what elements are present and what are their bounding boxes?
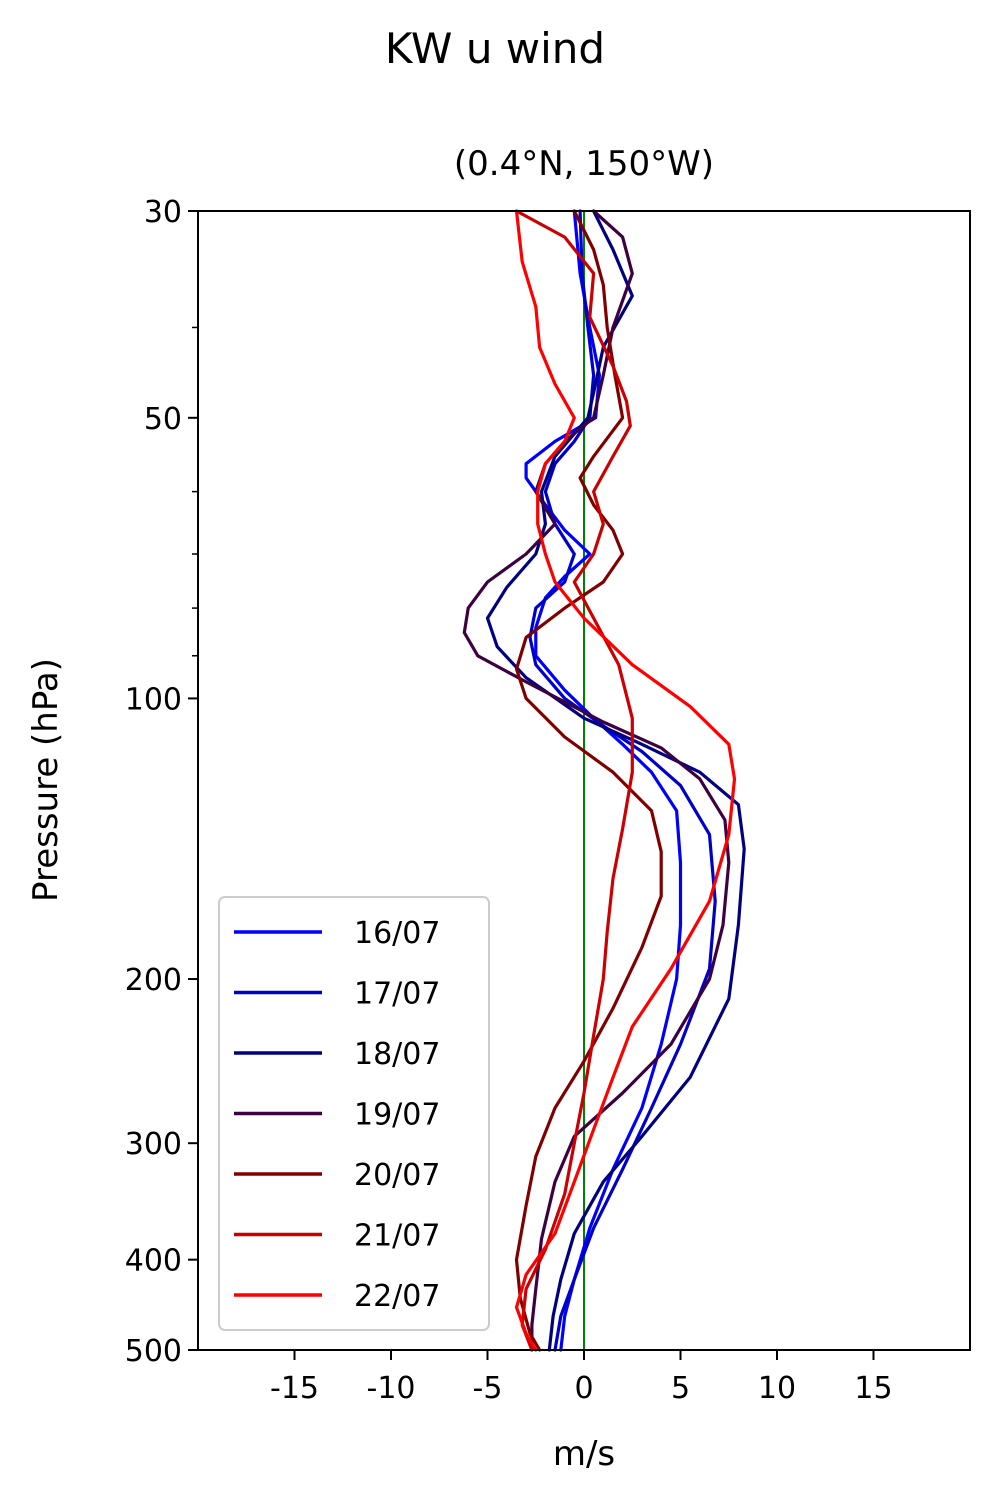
chart-subtitle: (0.4°N, 150°W): [453, 144, 715, 184]
y-tick-label: 500: [125, 1334, 182, 1369]
legend-label: 20/07: [354, 1158, 440, 1193]
y-tick-label: 200: [125, 963, 182, 998]
series-line-2: [528, 209, 717, 1352]
x-tick-label: -15: [270, 1371, 319, 1406]
legend-label: 21/07: [354, 1219, 440, 1254]
series-line-5: [514, 209, 663, 1352]
series-line-7: [514, 209, 737, 1352]
legend-label: 19/07: [354, 1098, 440, 1133]
y-tick-label: 50: [144, 402, 182, 437]
x-tick-label: 15: [854, 1371, 892, 1406]
y-tick-label: 400: [125, 1244, 182, 1279]
legend-label: 17/07: [354, 977, 440, 1012]
legend-box: [218, 896, 490, 1331]
chart-title: KW u wind: [384, 24, 606, 73]
x-tick-label: -10: [367, 1371, 416, 1406]
x-axis-label: m/s: [552, 1434, 616, 1474]
x-tick-label: 0: [574, 1371, 593, 1406]
series-line-6: [514, 209, 634, 1352]
x-tick-label: -5: [473, 1371, 503, 1406]
y-tick-label: 100: [125, 682, 182, 717]
x-tick-label: 10: [758, 1371, 796, 1406]
series-line-1: [524, 209, 683, 1352]
legend-label: 22/07: [354, 1279, 440, 1314]
legend-label: 18/07: [354, 1037, 440, 1072]
legend-label: 16/07: [354, 916, 440, 951]
y-tick-label: 30: [144, 195, 182, 230]
y-tick-label: 300: [125, 1127, 182, 1162]
x-tick-label: 5: [671, 1371, 690, 1406]
